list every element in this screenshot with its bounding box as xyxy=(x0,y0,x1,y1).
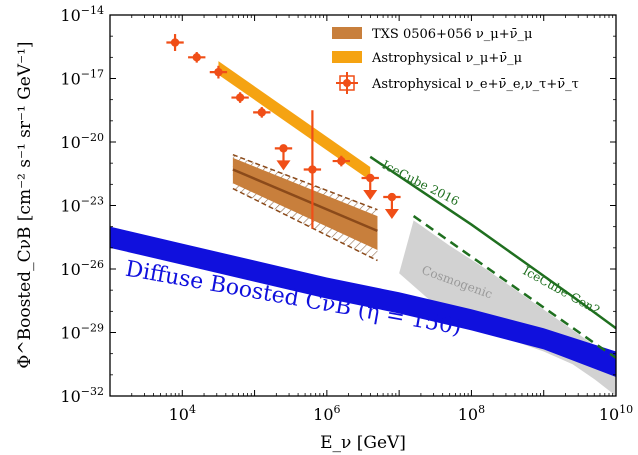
txs-band-center-line xyxy=(232,168,378,233)
astro-e-tau-point-10 xyxy=(383,192,401,220)
legend-swatch-astro-mu xyxy=(332,51,362,63)
plot-area xyxy=(110,34,616,396)
astro-e-tau-point-1 xyxy=(166,34,184,51)
point-marker xyxy=(279,144,288,153)
y-tick-label: 10−23 xyxy=(60,195,104,216)
point-marker xyxy=(257,108,266,117)
y-tick-label: 10−32 xyxy=(60,385,104,406)
astro-e-tau-point-3 xyxy=(209,65,228,79)
point-marker xyxy=(337,156,346,166)
legend-marker-astro-e-tau xyxy=(336,72,358,94)
txs-band-upper-edge xyxy=(232,153,378,211)
x-tick-label: 1010 xyxy=(599,403,633,424)
txs-band-core xyxy=(232,157,378,250)
y-tick-label: 10−20 xyxy=(60,131,104,152)
txs-band-lower-edge xyxy=(232,187,378,262)
astro-e-tau-point-7 xyxy=(303,110,322,229)
astro-e-tau-point-5 xyxy=(253,107,271,118)
point-marker xyxy=(214,67,223,77)
astrophysical-numu-band xyxy=(218,61,371,181)
point-marker xyxy=(308,165,317,174)
point-marker xyxy=(387,192,397,202)
x-tick-label: 106 xyxy=(313,403,340,424)
point-marker xyxy=(235,93,245,102)
legend-label-astro-e-tau: Astrophysical ν_e+ν̄_e,ν_τ+ν̄_τ xyxy=(371,77,579,92)
legend-label-txs: TXS 0506+056 ν_μ+ν̄_μ xyxy=(372,27,532,42)
legend: TXS 0506+056 ν_μ+ν̄_μ Astrophysical ν_μ+… xyxy=(332,27,579,94)
boosted-cnub-band xyxy=(110,226,616,377)
point-upper-limit-arrow xyxy=(384,209,399,220)
point-upper-limit-arrow xyxy=(276,160,291,171)
y-tick-label: 10−26 xyxy=(60,258,104,279)
point-upper-limit-arrow xyxy=(363,189,378,200)
x-tick-label: 108 xyxy=(458,403,485,424)
point-marker xyxy=(366,173,375,183)
point-marker xyxy=(192,53,201,62)
astro-e-tau-point-4 xyxy=(231,92,249,103)
astro-e-tau-point-8 xyxy=(332,155,350,167)
icecube-2016-line xyxy=(369,155,616,330)
astro-e-tau-point-2 xyxy=(188,52,206,63)
astro-e-tau-point-9 xyxy=(361,173,379,200)
y-tick-label: 10−29 xyxy=(60,322,104,343)
axes: 104 106 108 1010 10−14 10−17 10−20 10−23 10−26 10… xyxy=(60,4,633,424)
legend-swatch-txs xyxy=(332,27,362,39)
point-marker xyxy=(170,38,180,47)
x-tick-label: 104 xyxy=(169,403,196,424)
y-tick-label: 10−17 xyxy=(60,68,104,89)
astro-e-tau-point-6 xyxy=(274,144,293,171)
x-axis-title: E_ν [GeV] xyxy=(320,433,406,453)
y-tick-label: 10−14 xyxy=(60,4,104,25)
y-axis-title: Φ^Boosted_CνB [cm⁻² s⁻¹ sr⁻¹ GeV⁻¹] xyxy=(15,41,35,368)
legend-label-astro-mu: Astrophysical ν_μ+ν̄_μ xyxy=(371,51,522,66)
